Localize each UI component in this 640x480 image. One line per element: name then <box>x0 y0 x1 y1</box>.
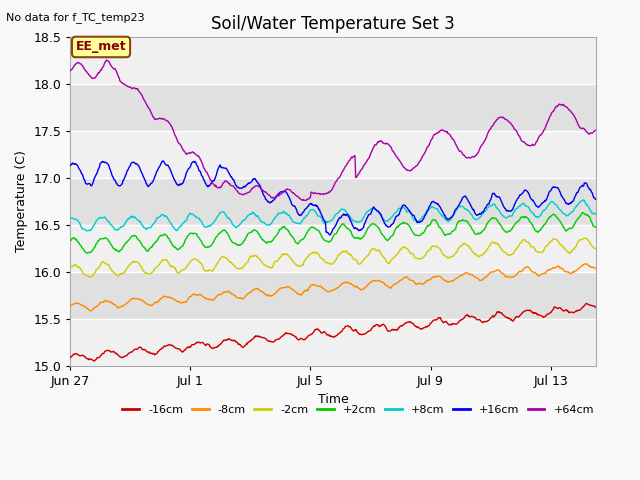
Bar <box>70 84 596 131</box>
Text: No data for f_TC_temp23: No data for f_TC_temp23 <box>6 12 145 23</box>
Text: EE_met: EE_met <box>76 40 126 53</box>
Title: Soil/Water Temperature Set 3: Soil/Water Temperature Set 3 <box>211 15 455 33</box>
Bar <box>70 37 596 84</box>
Bar <box>70 178 596 225</box>
Legend: -16cm, -8cm, -2cm, +2cm, +8cm, +16cm, +64cm: -16cm, -8cm, -2cm, +2cm, +8cm, +16cm, +6… <box>118 400 598 419</box>
Bar <box>70 225 596 272</box>
Bar <box>70 272 596 319</box>
Bar <box>70 131 596 178</box>
Y-axis label: Temperature (C): Temperature (C) <box>15 151 28 252</box>
X-axis label: Time: Time <box>317 393 348 406</box>
Bar <box>70 319 596 366</box>
